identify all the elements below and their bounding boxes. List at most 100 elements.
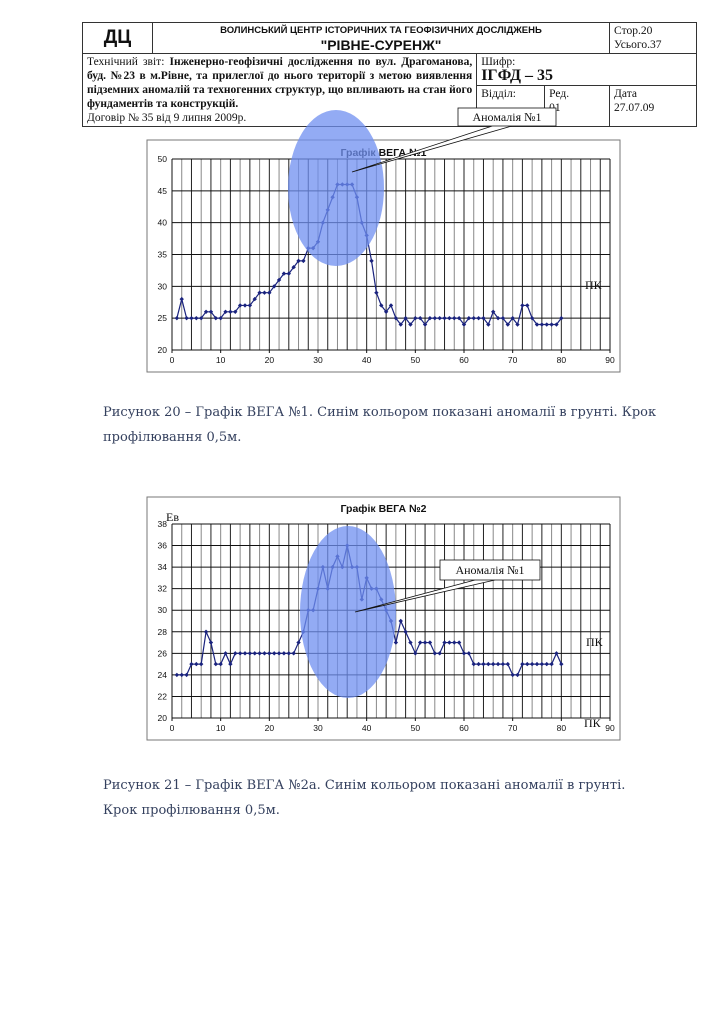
data-point [393,640,399,645]
data-point [247,303,253,308]
data-point [544,322,549,327]
data-point [544,661,549,667]
data-point [199,315,204,321]
data-point [398,618,403,624]
data-point [422,640,428,645]
data-point [237,651,243,656]
data-point [237,303,243,308]
chart-frame [146,139,621,373]
data-point [525,303,530,308]
data-point [213,661,218,667]
data-point [461,651,467,656]
y-tick-label: 25 [158,313,168,323]
y-tick-label: 22 [158,691,168,701]
data-point [452,315,457,321]
data-point [184,672,189,678]
data-point [447,640,452,645]
data-point [403,315,408,321]
data-point [218,315,223,321]
data-point [208,640,214,645]
data-point [559,315,564,321]
data-point [466,315,472,321]
data-point [276,651,282,656]
data-point [418,640,423,645]
data-point [199,661,204,667]
data-point [296,258,301,264]
y-tick-label: 38 [158,519,168,529]
data-point [272,284,277,289]
x-tick-label: 80 [557,723,567,733]
data-point [466,651,472,656]
y-tick-label: 32 [158,584,168,594]
data-point [534,661,540,667]
data-point [442,315,447,321]
data-point [432,651,437,656]
cipher-cell: Шифр: ІГФД – 35 [476,53,697,86]
data-point [554,322,559,327]
data-point [203,309,209,315]
data-point [374,290,379,295]
anomaly-highlight [288,110,384,266]
data-point [252,651,257,656]
callout-pointer [351,125,513,173]
data-point [257,651,262,656]
data-point [296,640,301,645]
data-point [272,651,277,656]
x-tick-label: 30 [313,355,323,365]
x-tick-label: 90 [605,723,615,733]
data-point [500,315,506,321]
data-point [218,661,223,667]
data-point [510,315,515,321]
report-description: Технічний звіт: Інженерно-геофізичні дос… [81,53,478,127]
y-tick-label: 35 [158,250,168,260]
x-axis-label: ПК [584,716,602,730]
data-point [228,309,233,315]
data-point [286,271,291,276]
data-point [257,290,262,295]
data-point [388,303,394,308]
data-point [520,661,525,667]
data-point [447,315,452,321]
data-point [495,315,501,321]
figure-20-caption: Рисунок 20 – Графік ВЕГА №1. Синім кольо… [103,405,657,445]
data-point [408,322,413,327]
data-point [471,315,476,321]
data-point [228,661,233,667]
data-point [515,672,520,678]
pk-label: ПК [585,278,603,292]
data-point [456,640,462,645]
date: 27.07.09 [614,102,655,114]
data-point [223,309,228,315]
x-tick-label: 20 [265,355,275,365]
report-text: Інженерно-геофізичні дослідження по вул.… [87,56,473,110]
data-point [515,322,520,327]
data-point [194,315,199,321]
data-point [554,651,559,656]
callout-pointer [354,579,496,613]
x-tick-label: 40 [362,723,372,733]
logo: ДЦ [82,22,153,54]
data-point [529,315,535,321]
y-tick-label: 24 [158,670,168,680]
data-point [481,315,486,321]
x-tick-label: 20 [265,723,275,733]
x-tick-label: 90 [605,355,615,365]
data-point [286,651,291,656]
data-point [398,322,403,327]
title-block: ДЦ ВОЛИНСЬКИЙ ЦЕНТР ІСТОРИЧНИХ ТА ГЕОФІЗ… [81,22,697,127]
callout-label: Аномалія №1 [455,563,524,577]
data-point [301,258,306,264]
y-tick-label: 36 [158,541,168,551]
y-axis-label: Ев [166,510,179,524]
x-tick-label: 50 [411,355,421,365]
data-point [437,315,442,321]
data-point [242,651,248,656]
data-point [408,640,413,645]
x-tick-label: 70 [508,355,518,365]
data-point [505,661,510,667]
data-point [432,315,437,321]
chart-title: Графік ВЕГА №2 [340,503,426,515]
data-point [184,315,189,321]
